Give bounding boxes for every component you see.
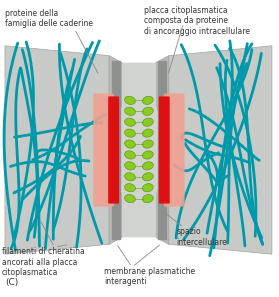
Ellipse shape [143, 195, 153, 203]
FancyBboxPatch shape [159, 97, 170, 203]
Ellipse shape [125, 195, 135, 203]
Ellipse shape [143, 129, 153, 137]
Ellipse shape [125, 140, 135, 148]
Ellipse shape [143, 162, 153, 170]
FancyBboxPatch shape [108, 97, 119, 203]
Bar [158, 61, 166, 239]
Ellipse shape [125, 118, 135, 126]
Polygon shape [5, 46, 109, 254]
Text: spazio
intercellulare: spazio intercellulare [177, 228, 227, 247]
Ellipse shape [125, 151, 135, 159]
Ellipse shape [125, 173, 135, 181]
Text: membrane plasmatiche
interagenti: membrane plasmatiche interagenti [104, 267, 195, 287]
Ellipse shape [143, 140, 153, 148]
Ellipse shape [125, 107, 135, 115]
Ellipse shape [125, 129, 135, 137]
Ellipse shape [143, 118, 153, 126]
Ellipse shape [125, 184, 135, 192]
Ellipse shape [143, 96, 153, 105]
Polygon shape [156, 56, 169, 244]
Ellipse shape [143, 151, 153, 159]
FancyBboxPatch shape [164, 94, 185, 206]
FancyBboxPatch shape [93, 94, 114, 206]
Text: (C): (C) [5, 278, 18, 287]
Ellipse shape [143, 184, 153, 192]
Text: placca citoplasmatica
composta da proteine
di ancoraggio intracellulare: placca citoplasmatica composta da protei… [144, 6, 250, 36]
Polygon shape [109, 56, 122, 244]
Ellipse shape [143, 173, 153, 181]
Polygon shape [169, 46, 272, 254]
Ellipse shape [125, 96, 135, 105]
Ellipse shape [125, 162, 135, 170]
Bar [112, 61, 120, 239]
Text: proteine della
famiglia delle caderine: proteine della famiglia delle caderine [5, 9, 93, 29]
Text: filamenti di cheratina
ancorati alla placca
citoplasmatica: filamenti di cheratina ancorati alla pla… [2, 247, 85, 277]
Polygon shape [117, 63, 161, 237]
Ellipse shape [143, 107, 153, 115]
